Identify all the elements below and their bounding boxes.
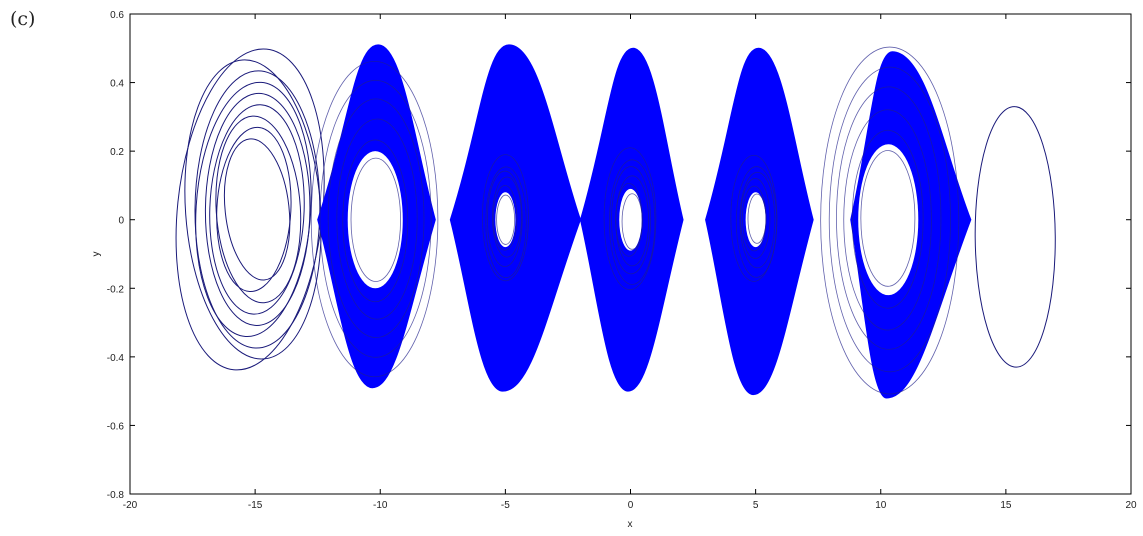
data-layer bbox=[175, 44, 1056, 399]
band-swirl bbox=[492, 185, 518, 251]
attractor-band bbox=[705, 47, 814, 396]
band-hole bbox=[495, 192, 516, 248]
y-tick-label: -0.8 bbox=[107, 490, 125, 501]
trajectory-loop bbox=[216, 126, 292, 293]
band-swirl bbox=[836, 86, 942, 350]
y-tick-label: -0.4 bbox=[107, 353, 125, 364]
sparse-loop-left-outer bbox=[175, 48, 325, 371]
band-swirl bbox=[615, 175, 650, 267]
band-swirl bbox=[319, 79, 432, 358]
band-hole bbox=[858, 144, 919, 296]
band-swirl bbox=[851, 129, 924, 309]
x-tick-label: -10 bbox=[373, 500, 388, 511]
trajectory-loop bbox=[194, 70, 321, 349]
y-tick-label: 0.6 bbox=[110, 10, 124, 21]
x-tick-label: 15 bbox=[1000, 500, 1012, 511]
attractor-band bbox=[310, 44, 439, 389]
trajectory-loop bbox=[974, 106, 1056, 368]
attractor-band bbox=[449, 44, 581, 392]
sparse-loop-right-outer bbox=[974, 106, 1056, 368]
band-fill bbox=[449, 44, 581, 392]
band-swirl bbox=[828, 66, 951, 373]
band-swirl bbox=[740, 178, 771, 259]
band-swirl bbox=[482, 154, 529, 282]
band-swirl bbox=[742, 185, 767, 252]
band-swirl bbox=[496, 194, 516, 245]
trajectory-loop bbox=[223, 138, 291, 281]
band-swirl bbox=[350, 157, 401, 282]
x-tick-label: 20 bbox=[1125, 500, 1137, 511]
trajectory-loop bbox=[195, 81, 312, 338]
x-tick-label: 5 bbox=[753, 500, 759, 511]
trajectory-loop bbox=[204, 92, 311, 326]
band-swirl bbox=[730, 154, 778, 282]
band-swirl bbox=[336, 118, 418, 320]
y-axis-title: y bbox=[91, 252, 102, 257]
band-swirl bbox=[739, 171, 776, 269]
y-tick-label: 0.2 bbox=[110, 147, 124, 158]
trajectory-loop bbox=[209, 104, 305, 315]
trajectory-loop bbox=[184, 59, 322, 360]
band-swirl bbox=[327, 98, 425, 338]
x-tick-label: -15 bbox=[248, 500, 263, 511]
y-tick-label: -0.6 bbox=[107, 421, 125, 432]
band-swirl bbox=[611, 166, 652, 275]
band-swirl bbox=[603, 147, 657, 291]
band-swirl bbox=[860, 150, 916, 287]
band-swirl bbox=[820, 46, 960, 395]
band-swirl bbox=[485, 166, 527, 279]
x-axis-title: x bbox=[628, 519, 633, 530]
band-hole bbox=[619, 188, 642, 251]
trajectory-loop bbox=[175, 48, 325, 371]
band-swirl bbox=[487, 170, 523, 267]
y-tick-label: 0.4 bbox=[110, 79, 124, 90]
band-hole bbox=[745, 192, 766, 248]
x-tick-label: 0 bbox=[628, 500, 634, 511]
band-swirl bbox=[843, 109, 932, 331]
ticks-layer: -20 -15 -10 -5 0 5 10 15 20 -0.8 -0.6 -0.4 -0.2 0 0.2 0… bbox=[107, 10, 1137, 511]
attractor-band bbox=[820, 46, 972, 399]
band-swirl bbox=[609, 159, 656, 285]
band-hole bbox=[347, 151, 403, 289]
band-swirl bbox=[310, 60, 439, 378]
y-tick-label: 0 bbox=[118, 216, 124, 227]
band-swirl bbox=[342, 139, 409, 303]
attractor-band bbox=[579, 47, 684, 392]
x-tick-label: 10 bbox=[875, 500, 887, 511]
x-tick-label: -5 bbox=[501, 500, 510, 511]
x-tick-label: -20 bbox=[123, 500, 138, 511]
panel-label: (c) bbox=[10, 8, 36, 30]
band-swirl bbox=[491, 176, 523, 258]
y-tick-label: -0.2 bbox=[107, 284, 125, 295]
